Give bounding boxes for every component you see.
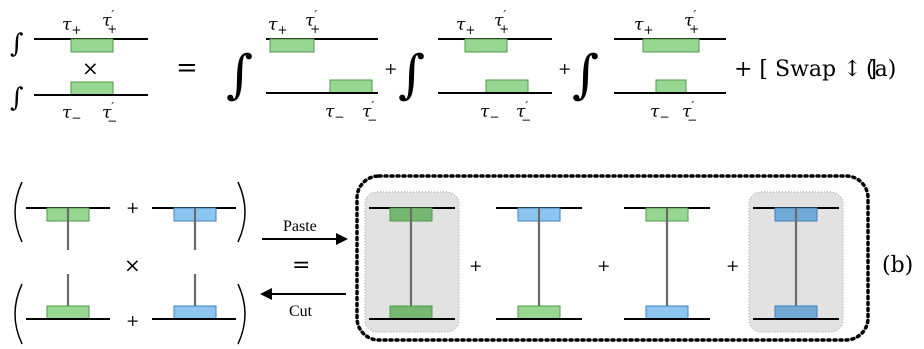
b-arrows: Paste = Cut [260, 218, 348, 320]
result-plus-2: + [597, 256, 610, 275]
part-b: + × + Paste = Cut [14, 174, 913, 345]
a-term2-tau-minus-prime: τ′ − [516, 99, 531, 127]
result-4-bottom-blue-block [774, 305, 818, 320]
a-term1-integral: ∫ [226, 45, 253, 105]
b-bottom-right-blue-block [173, 305, 217, 320]
a-term1-tau-plus-prime: τ′ + [305, 8, 320, 36]
b-bottom-group: + [14, 274, 246, 345]
a-term3-tau-plus: τ+ [634, 15, 653, 37]
a-term2-top-green-block [464, 38, 508, 53]
b-top-plus: + [126, 198, 139, 217]
result-plus-3: + [726, 256, 739, 275]
result-plus-1: + [469, 256, 482, 275]
result-2 [496, 207, 582, 320]
lhs-tau-plus: τ+ [62, 15, 81, 37]
a-plus-1: + [384, 59, 397, 78]
b-bottom-right-paren [237, 283, 246, 345]
b-label: (b) [882, 253, 913, 278]
lhs-integral-bottom: ∫ [10, 83, 24, 113]
lhs-product: ∫ ∫ τ+ τ′ + × τ− τ′ − [10, 8, 148, 128]
b-top-left-paren [14, 181, 23, 243]
a-term2-tau-minus: τ− [480, 102, 499, 124]
a-equals: = [176, 53, 198, 83]
a-term3-integral: ∫ [572, 45, 599, 105]
paste-arrowhead [336, 233, 348, 245]
result-2-bottom-green-block [517, 305, 561, 320]
lhs-tau-minus-prime: τ′ − [102, 100, 117, 128]
result-1-bottom-green-block [389, 305, 433, 320]
a-term1-tau-minus: τ− [325, 102, 344, 124]
a-term2-bottom-green-block [485, 79, 529, 94]
result-dotted-frame [355, 174, 870, 342]
lhs-tau-plus-prime: τ′ + [102, 8, 117, 36]
result-3-bottom-blue-block [645, 305, 689, 320]
result-1 [364, 191, 460, 333]
lhs-bottom-green-block [70, 81, 114, 96]
a-term1-bottom-green-block [329, 79, 373, 94]
a-term3-bottom-green-block [655, 79, 687, 94]
lhs-times: × [82, 56, 99, 80]
a-term2-integral: ∫ [398, 45, 425, 105]
a-term-2: ∫ τ+ τ′ + τ− τ′ − [398, 8, 552, 127]
b-top-right-paren [237, 181, 246, 243]
result-4 [748, 191, 844, 333]
a-term1-tau-minus-prime: τ′ − [362, 99, 377, 127]
a-label: (a) [866, 57, 896, 82]
a-term-3: ∫ τ+ τ′ + τ− τ′ − [572, 8, 726, 127]
result-3 [624, 207, 710, 320]
a-plus-2: + [558, 59, 571, 78]
b-equals: = [292, 253, 310, 278]
lhs-top-green-block [70, 38, 114, 53]
a-term3-tau-minus-prime: τ′ − [682, 99, 697, 127]
a-term2-tau-plus: τ+ [456, 15, 475, 37]
a-term1-top-green-block [269, 38, 315, 53]
b-bottom-left-green-block [46, 305, 90, 320]
a-term3-tau-minus: τ− [650, 102, 669, 124]
a-term3-top-green-block [642, 38, 700, 53]
cut-label: Cut [289, 303, 313, 320]
b-top-group: + [14, 181, 246, 250]
b-result-box: + + + [355, 174, 870, 342]
part-a: ∫ ∫ τ+ τ′ + × τ− τ′ − = ∫ τ+ τ′ + τ− τ′ − + [10, 8, 896, 128]
lhs-integral-top: ∫ [10, 29, 24, 59]
lhs-tau-minus: τ− [62, 103, 81, 125]
a-term1-tau-plus: τ+ [268, 15, 287, 37]
a-term-1: ∫ τ+ τ′ + τ− τ′ − [226, 8, 378, 127]
b-bottom-left-paren [14, 283, 23, 345]
b-times: × [124, 253, 141, 277]
a-term2-tau-plus-prime: τ′ + [494, 8, 509, 36]
paste-label: Paste [283, 218, 317, 235]
a-swap-term: + [ Swap ↕ ] [734, 57, 877, 82]
cut-arrowhead [260, 288, 272, 300]
a-term3-tau-plus-prime: τ′ + [684, 8, 699, 36]
b-bottom-plus: + [126, 311, 139, 330]
